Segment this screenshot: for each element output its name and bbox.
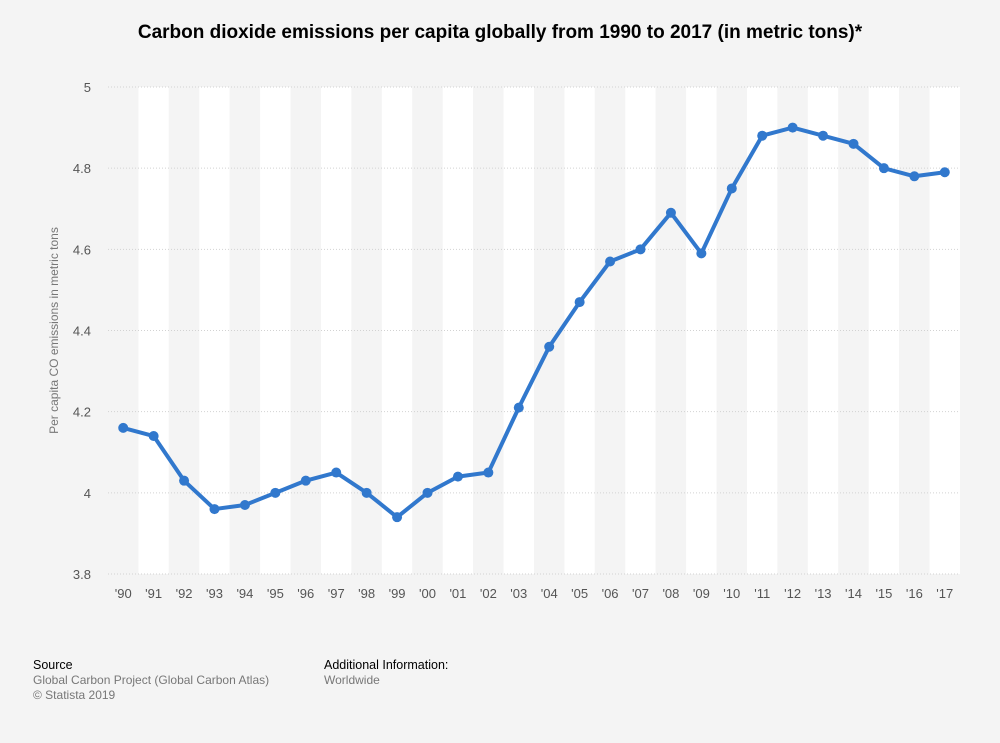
x-tick-label: '93 [206, 586, 223, 601]
data-point [787, 122, 798, 133]
x-tick-label: '03 [510, 586, 527, 601]
x-tick-label: '15 [875, 586, 892, 601]
x-tick-label: '96 [297, 586, 314, 601]
chart-title: Carbon dioxide emissions per capita glob… [137, 22, 863, 43]
column-band [503, 87, 534, 574]
data-point [665, 207, 676, 218]
line-chart: 3.8 4 4.2 4.4 4.6 4.8 5 '90 '91 '92 '93 '94 '95 '96 '9… [47, 80, 960, 601]
y-tick-label: 4 [84, 486, 91, 501]
data-point [270, 487, 281, 498]
x-tick-label: '16 [906, 586, 923, 601]
x-tick-label: '99 [389, 586, 406, 601]
x-tick-label: '97 [328, 586, 345, 601]
source-block: Source Global Carbon Project (Global Car… [33, 658, 269, 703]
column-band [168, 87, 200, 574]
y-tick-label: 4.6 [73, 242, 91, 257]
data-point [939, 167, 950, 178]
additional-info-block: Additional Information: Worldwide [324, 658, 448, 688]
y-axis-label: Per capita CO emissions in metric tons [47, 227, 61, 434]
data-point [726, 183, 737, 194]
data-point [452, 471, 463, 482]
column-band [716, 87, 747, 574]
y-tick-label: 3.8 [73, 567, 91, 582]
column-band [594, 87, 626, 574]
data-point [605, 256, 616, 267]
x-tick-label: '94 [236, 586, 253, 601]
source-heading: Source [33, 658, 73, 672]
x-tick-label: '17 [936, 586, 953, 601]
data-point [696, 248, 707, 259]
x-tick-label: '91 [145, 586, 162, 601]
x-tick-label: '95 [267, 586, 284, 601]
x-tick-label: '09 [693, 586, 710, 601]
x-tick-label: '92 [176, 586, 193, 601]
data-point [361, 487, 372, 498]
data-point [574, 297, 585, 308]
data-point [239, 500, 250, 511]
additional-info-heading: Additional Information: [324, 658, 449, 672]
y-tick-label: 4.2 [73, 405, 91, 420]
source-text[interactable]: Global Carbon Project (Global Carbon Atl… [33, 673, 270, 687]
data-point [300, 475, 311, 486]
x-tick-label: '02 [480, 586, 497, 601]
y-tick-label: 4.4 [73, 324, 91, 339]
column-band [929, 87, 960, 574]
x-tick-label: '07 [632, 586, 649, 601]
data-point [513, 402, 524, 413]
x-tick-label: '08 [662, 586, 679, 601]
data-point [118, 422, 129, 433]
x-tick-label: '13 [815, 586, 832, 601]
x-tick-label: '01 [449, 586, 466, 601]
data-point [422, 487, 433, 498]
data-point [331, 467, 342, 478]
series-line [121, 125, 947, 520]
data-point [848, 138, 859, 149]
x-tick-label: '11 [754, 586, 770, 601]
x-tick-label: '06 [602, 586, 619, 601]
data-point [878, 163, 889, 174]
column-band [381, 87, 413, 574]
x-tick-label: '00 [419, 586, 436, 601]
column-band [290, 87, 321, 574]
column-band [807, 87, 839, 574]
data-point [544, 341, 555, 352]
data-point [635, 244, 646, 255]
y-tick-label: 4.8 [73, 161, 91, 176]
data-point [757, 130, 768, 141]
y-tick-label: 5 [84, 80, 91, 95]
copyright-text[interactable]: © Statista 2019 [33, 688, 116, 702]
x-tick-label: '12 [784, 586, 801, 601]
x-tick-label: '04 [541, 586, 558, 601]
data-point [209, 504, 220, 515]
data-point [148, 431, 159, 442]
data-point [179, 475, 190, 486]
x-tick-label: '10 [723, 586, 740, 601]
data-point [818, 130, 829, 141]
x-tick-label: '98 [358, 586, 375, 601]
data-point [392, 512, 403, 523]
data-point [909, 171, 920, 182]
data-point [483, 467, 494, 478]
x-tick-label: '14 [845, 586, 862, 601]
x-tick-label: '90 [115, 586, 132, 601]
additional-info-text: Worldwide [324, 673, 380, 687]
x-tick-label: '05 [571, 586, 588, 601]
